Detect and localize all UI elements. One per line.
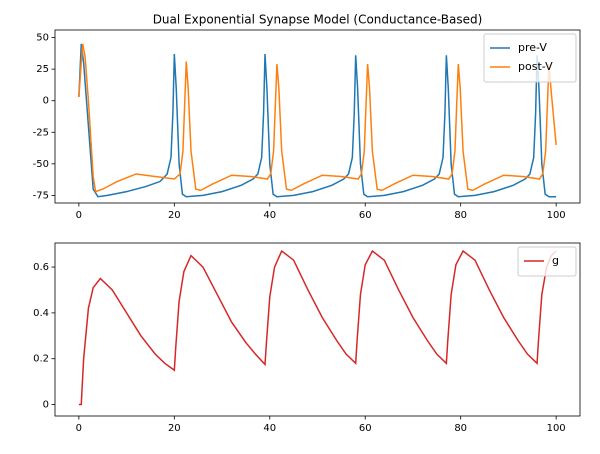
x-tick-label: 0 <box>76 210 82 221</box>
legend-box <box>517 246 577 277</box>
x-tick-label: 60 <box>359 423 372 434</box>
legend-box <box>483 33 577 83</box>
chart-title: Dual Exponential Synapse Model (Conducta… <box>153 13 483 27</box>
y-tick-label: 25 <box>36 64 49 75</box>
x-tick-label: 0 <box>76 423 82 434</box>
y-tick-label: -25 <box>33 127 49 138</box>
y-tick-label: 0.4 <box>33 308 49 319</box>
x-tick-label: 80 <box>454 423 467 434</box>
data-line <box>78 249 557 406</box>
x-tick-label: 80 <box>454 210 467 221</box>
axes-frame <box>54 242 581 417</box>
y-tick-label: 0 <box>43 400 49 411</box>
x-tick-label: 20 <box>168 423 181 434</box>
x-tick-label: 40 <box>263 423 276 434</box>
y-tick-label: 0.6 <box>33 262 49 273</box>
y-tick-label: -75 <box>33 190 49 201</box>
y-tick-label: 0.2 <box>33 354 49 365</box>
y-tick-label: 0 <box>43 96 49 107</box>
x-tick-label: 40 <box>263 210 276 221</box>
x-tick-label: 100 <box>547 210 566 221</box>
data-line <box>78 43 557 193</box>
legend-label: post-V <box>518 60 553 73</box>
x-tick-label: 20 <box>168 210 181 221</box>
legend-label: g <box>552 254 559 267</box>
x-tick-label: 100 <box>547 423 566 434</box>
y-tick-label: -50 <box>33 159 49 170</box>
data-line <box>78 43 557 198</box>
legend-label: pre-V <box>518 41 547 54</box>
x-tick-label: 60 <box>359 210 372 221</box>
y-tick-label: 50 <box>36 33 49 44</box>
axes-frame <box>54 29 581 204</box>
